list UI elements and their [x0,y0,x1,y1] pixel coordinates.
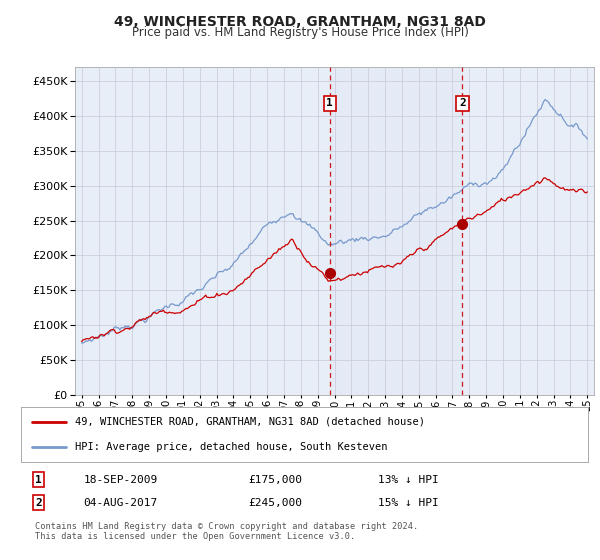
Text: 15% ↓ HPI: 15% ↓ HPI [378,498,439,508]
Text: Contains HM Land Registry data © Crown copyright and database right 2024.
This d: Contains HM Land Registry data © Crown c… [35,522,418,542]
Text: Price paid vs. HM Land Registry's House Price Index (HPI): Price paid vs. HM Land Registry's House … [131,26,469,39]
Text: 2: 2 [459,99,466,109]
Text: 2: 2 [35,498,42,508]
Text: £245,000: £245,000 [248,498,302,508]
Text: £175,000: £175,000 [248,475,302,485]
Text: 18-SEP-2009: 18-SEP-2009 [83,475,158,485]
Text: 1: 1 [326,99,333,109]
Text: 1: 1 [35,475,42,485]
Text: HPI: Average price, detached house, South Kesteven: HPI: Average price, detached house, Sout… [75,442,388,452]
Text: 49, WINCHESTER ROAD, GRANTHAM, NG31 8AD: 49, WINCHESTER ROAD, GRANTHAM, NG31 8AD [114,15,486,29]
Text: 04-AUG-2017: 04-AUG-2017 [83,498,158,508]
Text: 49, WINCHESTER ROAD, GRANTHAM, NG31 8AD (detached house): 49, WINCHESTER ROAD, GRANTHAM, NG31 8AD … [75,417,425,427]
Bar [330,67,463,395]
Text: 13% ↓ HPI: 13% ↓ HPI [378,475,439,485]
